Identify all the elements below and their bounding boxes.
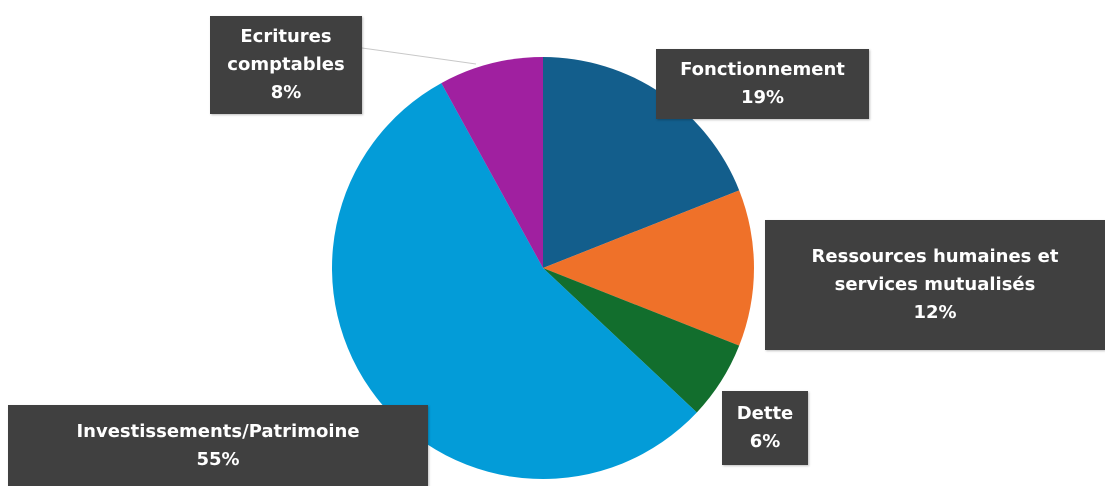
label-fonctionnement-line1: Fonctionnement [680,59,845,80]
ecritures-leader-line [361,47,477,65]
label-investissements-line1: Investissements/Patrimoine [76,420,360,442]
pie-slice-ressources-humaines-et-services-mutualises [543,190,755,346]
pie-slice-dette [543,268,740,413]
label-dette-value: 6% [749,431,781,452]
pie-slices [332,57,755,479]
label-dette-line1: Dette [736,403,794,424]
label-rh-line1: Ressources humaines et [811,246,1059,267]
pie-slice-ecritures-comptables [441,57,543,268]
label-ressources-humaines: Ressources humaines et services mutualis… [765,220,1105,350]
label-fonctionnement: Fonctionnement 19% [656,49,869,119]
pie-slice-fonctionnement [543,57,740,268]
label-investissements-patrimoine: Investissements/Patrimoine 55% [8,405,428,486]
label-ecritures-line2: comptables [227,54,345,75]
pie-slice-investissements-patrimoine [332,83,697,479]
label-ecritures-line1: Ecritures [240,26,332,47]
label-rh-value: 12% [913,302,957,323]
label-investissements-value: 55% [196,448,240,470]
label-ecritures-comptables: Ecritures comptables 8% [210,16,362,114]
label-ecritures-value: 8% [270,82,302,103]
label-dette: Dette 6% [722,391,808,465]
label-fonctionnement-value: 19% [740,87,785,108]
label-rh-line2: services mutualisés [834,274,1036,295]
